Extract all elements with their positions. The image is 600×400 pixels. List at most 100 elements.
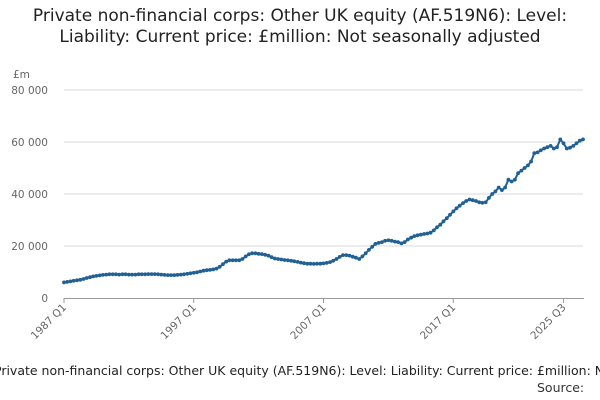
data-point: [126, 272, 131, 277]
data-point: [152, 272, 157, 276]
data-point: [101, 273, 105, 277]
data-point: [373, 242, 378, 246]
data-point: [532, 151, 537, 156]
grid-lines: [64, 89, 583, 247]
data-point: [211, 267, 216, 272]
data-point: [561, 141, 566, 146]
data-point: [295, 260, 300, 264]
x-tick-label: 2025 Q3: [528, 302, 568, 342]
data-point: [182, 272, 186, 277]
data-point: [136, 272, 141, 277]
data-point: [441, 219, 446, 224]
data-point: [519, 168, 524, 173]
data-point: [354, 255, 358, 260]
data-point: [191, 270, 196, 275]
data-point: [425, 231, 430, 236]
data-point: [389, 238, 394, 243]
data-point: [178, 272, 183, 277]
data-point: [376, 241, 381, 245]
data-point: [422, 232, 426, 236]
data-point: [324, 261, 329, 265]
data-point: [513, 177, 517, 182]
data-point: [185, 271, 190, 276]
data-point: [535, 150, 540, 155]
data-point: [156, 272, 161, 277]
data-point: [393, 239, 397, 244]
data-point: [500, 188, 504, 193]
data-point: [509, 179, 514, 184]
data-point: [97, 273, 102, 278]
x-tick-label: 2017 Q1: [418, 302, 458, 342]
data-point: [68, 279, 73, 284]
data-point: [120, 272, 125, 277]
data-point: [188, 271, 193, 276]
data-point: [198, 269, 203, 274]
y-tick-label: 40 000: [11, 189, 48, 201]
data-point: [555, 145, 559, 150]
data-point: [130, 272, 135, 277]
data-point: [253, 251, 258, 256]
data-point: [263, 252, 267, 257]
data-point: [318, 261, 323, 266]
data-point: [91, 274, 96, 279]
x-axis-ticks: 1987 Q1 1997 Q1 2007 Q1 2017 Q1 2025 Q3: [29, 298, 569, 342]
data-point: [143, 272, 148, 277]
data-point: [402, 240, 407, 245]
data-point: [230, 258, 235, 263]
data-point: [214, 266, 219, 271]
data-point: [370, 244, 375, 249]
data-point: [237, 258, 242, 263]
chart-title: Private non-financial corps: Other UK eq…: [32, 6, 568, 47]
data-point: [133, 272, 138, 277]
data-point: [444, 216, 449, 221]
data-point: [545, 145, 550, 150]
data-point: [221, 262, 225, 267]
data-point: [538, 148, 543, 153]
data-point: [139, 272, 144, 277]
y-axis-label: £m: [13, 69, 30, 81]
data-point: [195, 270, 199, 275]
x-tick-label: 1987 Q1: [29, 302, 69, 342]
data-point: [84, 276, 89, 280]
data-point: [331, 258, 336, 263]
data-point: [201, 268, 206, 273]
data-point: [169, 273, 173, 277]
data-point: [464, 199, 469, 203]
data-point: [104, 272, 109, 277]
data-point: [409, 235, 413, 240]
data-point: [470, 198, 475, 203]
y-tick-label: 60 000: [11, 137, 48, 149]
data-point: [334, 257, 339, 261]
data-point: [399, 241, 404, 246]
data-point: [165, 273, 170, 277]
data-point: [415, 233, 420, 238]
data-point: [311, 262, 316, 266]
data-point: [383, 238, 387, 243]
data-point: [159, 272, 164, 277]
data-point: [438, 222, 443, 227]
data-point: [396, 240, 400, 245]
data-point: [564, 146, 569, 151]
data-point: [454, 206, 459, 211]
data-point: [493, 189, 498, 194]
data-point: [260, 252, 264, 256]
data-point: [412, 234, 417, 239]
data-point: [162, 273, 167, 277]
data-point: [526, 163, 530, 168]
data-point: [282, 258, 287, 262]
data-point: [435, 225, 439, 230]
data-point: [503, 185, 507, 190]
data-point: [487, 196, 491, 200]
data-point: [328, 260, 332, 264]
data-point: [292, 259, 297, 264]
data-point: [94, 274, 99, 278]
data-point: [114, 272, 118, 277]
data-point: [123, 272, 128, 277]
data-point: [457, 203, 462, 208]
data-point: [75, 278, 79, 283]
data-point: [551, 146, 556, 151]
data-point: [107, 272, 112, 277]
data-point: [363, 251, 368, 256]
data-point: [568, 145, 572, 150]
